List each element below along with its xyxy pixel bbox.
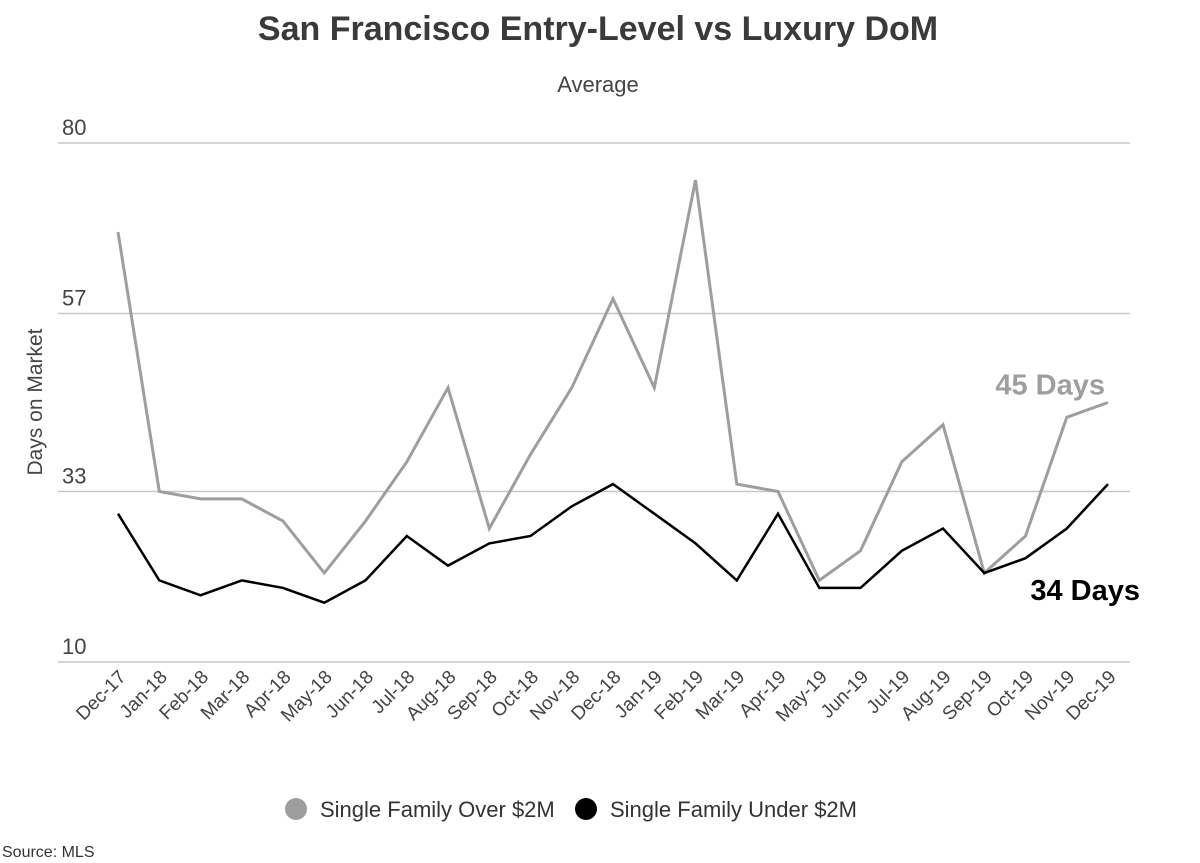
legend-label-under-2m: Single Family Under $2M [610,797,857,822]
legend-marker-over-2m [285,798,307,820]
series-end-label: 34 Days [1030,575,1140,607]
series-lines [116,179,1109,605]
y-axis-ticks: 10 33 57 80 [62,115,86,659]
end-labels: 45 Days 34 Days [995,370,1140,608]
y-axis-label: Days on Market [24,328,47,475]
chart-subtitle: Average [557,72,639,97]
y-tick-label: 57 [62,286,86,311]
y-tick-label: 80 [62,115,86,140]
gridlines [58,142,1130,663]
series-end-label: 45 Days [995,370,1105,402]
legend-marker-under-2m [575,798,597,820]
x-tick-label: Jun-19 [817,667,873,723]
x-tick-label: Jun-18 [322,667,378,723]
x-tick-label: Dec-17 [72,667,130,725]
legend-label-over-2m: Single Family Over $2M [320,797,555,822]
series-line [116,179,1109,583]
y-tick-label: 33 [62,463,86,488]
series-line [116,482,1109,605]
x-axis-ticks: Dec-17Jan-18Feb-18Mar-18Apr-18May-18Jun-… [72,667,1120,727]
source-note: Source: MLS [2,844,94,861]
y-tick-label: 10 [62,634,86,659]
legend: Single Family Over $2M Single Family Und… [285,797,857,822]
chart-title: San Francisco Entry-Level vs Luxury DoM [258,10,938,48]
